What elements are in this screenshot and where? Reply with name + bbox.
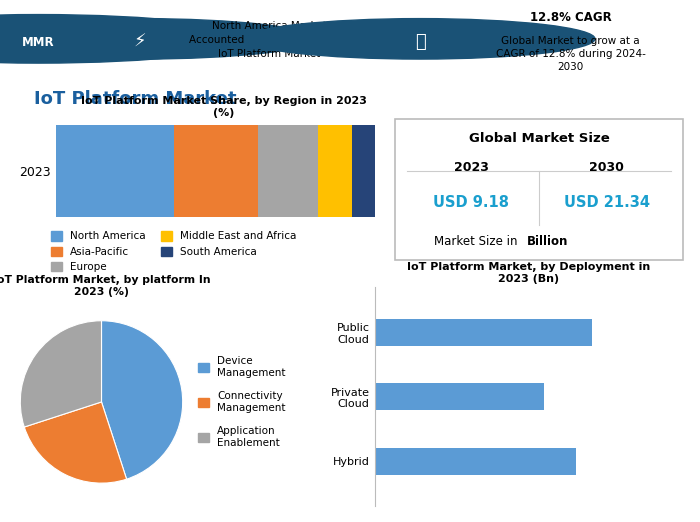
Bar [258, 125, 318, 217]
Text: Market Size in: Market Size in [434, 235, 522, 248]
Circle shape [0, 19, 315, 59]
Bar [374, 319, 592, 346]
Text: IoT Platform Market: IoT Platform Market [34, 90, 236, 108]
Wedge shape [25, 402, 127, 483]
Circle shape [0, 15, 248, 63]
Text: 2023: 2023 [454, 161, 489, 173]
Bar [174, 125, 258, 217]
Text: 12.8% CAGR: 12.8% CAGR [530, 11, 611, 25]
Text: 2030: 2030 [589, 161, 624, 173]
Wedge shape [102, 321, 183, 479]
Bar [374, 448, 576, 474]
Title: IoT Platform Market, by platform In
2023 (%): IoT Platform Market, by platform In 2023… [0, 275, 210, 297]
Legend: Device
Management, Connectivity
Management, Application
Enablement: Device Management, Connectivity Manageme… [194, 352, 290, 452]
Text: USD 9.18: USD 9.18 [433, 195, 510, 210]
Bar [351, 125, 375, 217]
Wedge shape [20, 321, 101, 427]
Text: MMR: MMR [22, 35, 55, 49]
Circle shape [245, 19, 595, 59]
Text: 🔥: 🔥 [414, 33, 426, 51]
Text: Global Market Size: Global Market Size [468, 132, 610, 145]
Text: North America Market
Accounted largest share in the
IoT Platform Market: North America Market Accounted largest s… [190, 21, 349, 60]
Text: Billion: Billion [527, 235, 568, 248]
Text: ⚡: ⚡ [134, 33, 146, 51]
FancyBboxPatch shape [395, 119, 683, 259]
Bar [374, 383, 545, 410]
Title: IoT Platform Market, by Deployment in
2023 (Bn): IoT Platform Market, by Deployment in 20… [407, 262, 650, 283]
Text: Global Market to grow at a
CAGR of 12.8% during 2024-
2030: Global Market to grow at a CAGR of 12.8%… [496, 36, 645, 73]
Title: IoT Platform Market Share, by Region in 2023
(%): IoT Platform Market Share, by Region in … [81, 96, 367, 118]
Bar [56, 125, 174, 217]
Legend: North America, Asia-Pacific, Europe, Middle East and Africa, South America: North America, Asia-Pacific, Europe, Mid… [47, 227, 301, 277]
Text: USD 21.34: USD 21.34 [564, 195, 650, 210]
Bar [318, 125, 351, 217]
